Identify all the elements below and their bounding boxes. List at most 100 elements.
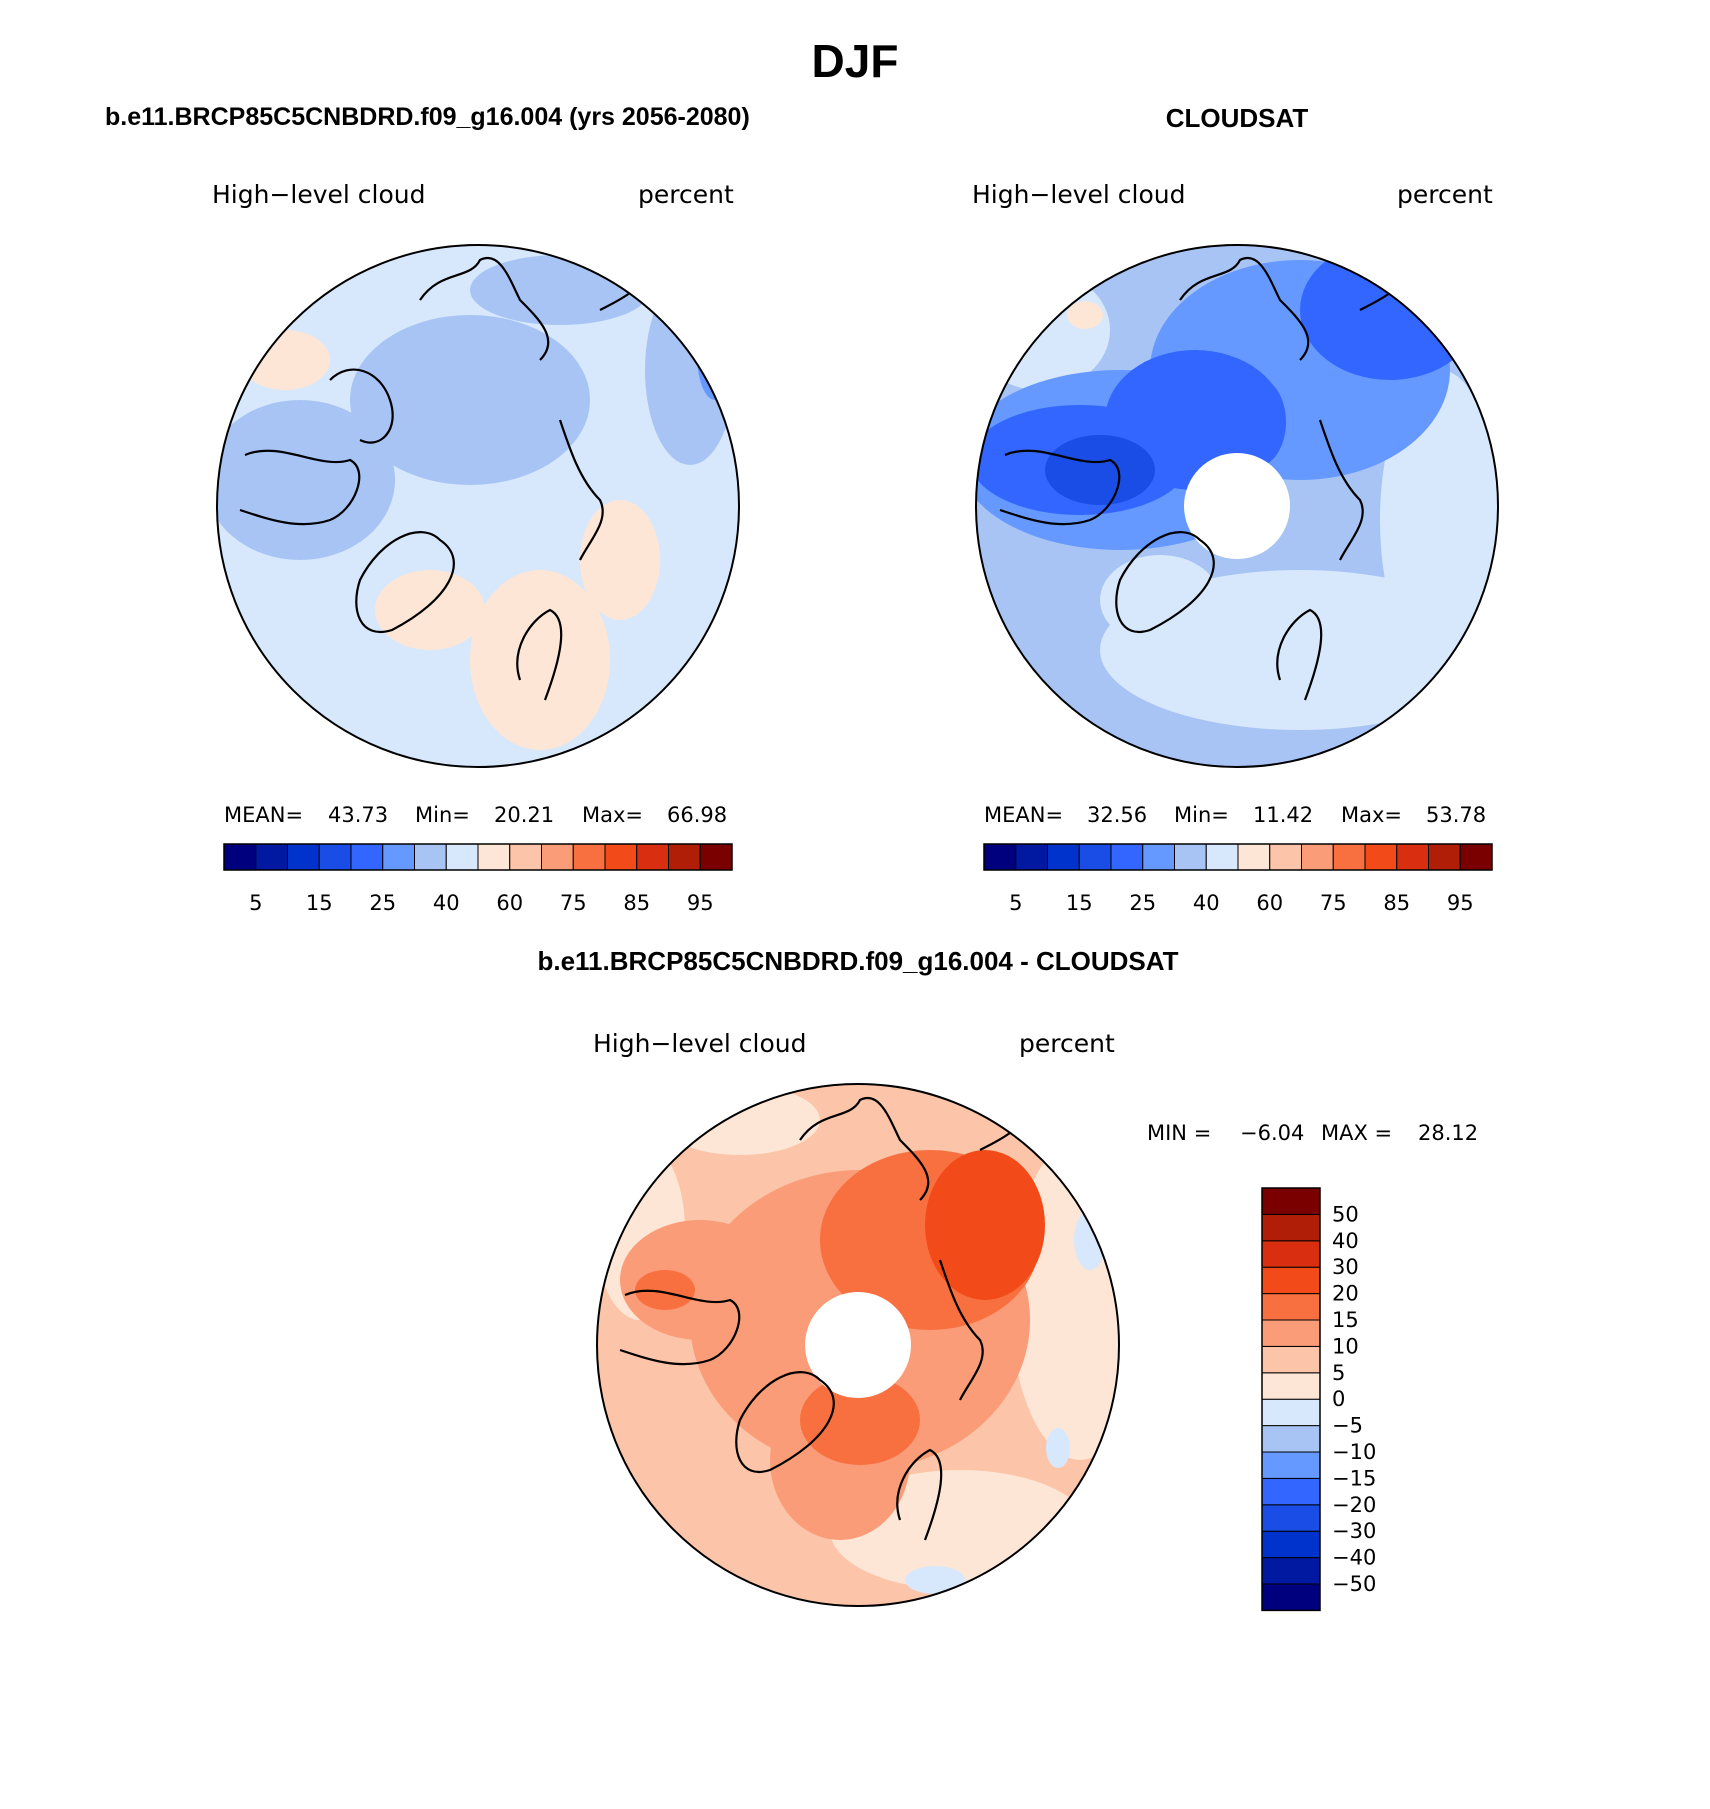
panel-diff-coastlines	[619, 1096, 1031, 1541]
panel-model-colorbar-tick-label: 95	[687, 891, 714, 915]
panel-obs-mean-value: 32.56	[1087, 803, 1147, 827]
panel-obs-colorbar-swatch	[1396, 843, 1429, 871]
panel-diff-colorbar-swatch	[1261, 1530, 1321, 1559]
panel-diff-region	[660, 1085, 820, 1155]
panel-obs-units-label: percent	[1397, 180, 1493, 209]
panel-obs-colorbar-swatch	[1269, 843, 1302, 871]
panel-model-colorbar-ticks: 5 15 25 40 60 75 85 95	[249, 891, 714, 915]
panel-model-max-label: Max=	[582, 803, 643, 827]
panel-diff-colorbar-tick-label: −10	[1332, 1440, 1376, 1464]
panel-model-colorbar-swatch	[541, 843, 574, 871]
panel-model-map-border	[216, 244, 740, 768]
panel-diff-colorbar-tick-label: 50	[1332, 1202, 1359, 1226]
panel-diff-colorbar-swatch	[1261, 1345, 1321, 1374]
panel-diff-colorbar-swatch	[1261, 1451, 1321, 1479]
panel-model-title: b.e11.BRCP85C5CNBDRD.f09_g16.004 (yrs 20…	[105, 103, 750, 131]
panel-diff-colorbar-swatch	[1261, 1425, 1321, 1453]
panel-diff-colorbar-tick-label: −5	[1332, 1414, 1363, 1438]
panel-obs-colorbar-swatch	[1459, 843, 1493, 871]
panel-diff-colorbar	[1261, 1187, 1321, 1612]
panel-model-colorbar	[223, 843, 733, 871]
panel-model-region	[375, 570, 485, 650]
panel-diff-colorbar-swatch	[1261, 1293, 1321, 1321]
panel-obs-region	[1226, 377, 1286, 467]
panel-obs-colorbar	[983, 843, 1493, 871]
panel-diff-colorbar-swatch	[1261, 1213, 1321, 1242]
panel-diff-region	[635, 1270, 695, 1310]
panel-diff-region	[1046, 1428, 1070, 1468]
panel-obs-region	[1045, 435, 1155, 505]
panel-diff-colorbar-tick-label: −15	[1332, 1466, 1376, 1490]
panel-obs-colorbar-tick-label: 15	[1066, 891, 1093, 915]
panel-obs: CLOUDSAT High−level cloud percent	[972, 103, 1499, 915]
panel-obs-colorbar-tick-label: 75	[1320, 891, 1347, 915]
panel-diff-colorbar-tick-label: 5	[1332, 1361, 1345, 1385]
panel-diff-region	[925, 1150, 1045, 1300]
panel-obs-colorbar-tick-label: 40	[1193, 891, 1220, 915]
panel-obs-colorbar-swatch	[1364, 843, 1398, 871]
panel-diff-colorbar-tick-label: 40	[1332, 1229, 1359, 1253]
panel-diff-map-border	[596, 1083, 1120, 1607]
panel-obs-colorbar-swatch	[1142, 843, 1175, 871]
panel-obs-colorbar-tick-label: 85	[1383, 891, 1410, 915]
panel-diff-max-label: MAX =	[1321, 1121, 1392, 1145]
panel-diff-colorbar-swatch	[1261, 1240, 1321, 1268]
panel-diff-colorbar-tick-label: 10	[1332, 1334, 1359, 1358]
panel-model-region	[645, 275, 735, 465]
panel-obs-region	[1067, 301, 1103, 329]
panel-model-colorbar-swatch	[699, 843, 733, 871]
panel-obs-map-border	[975, 244, 1499, 768]
panel-obs-colorbar-tick-label: 25	[1129, 891, 1156, 915]
panel-model-colorbar-swatch	[445, 843, 479, 871]
panel-model-units-label: percent	[638, 180, 734, 209]
panel-diff-region	[601, 1152, 629, 1188]
panel-diff-title: b.e11.BRCP85C5CNBDRD.f09_g16.004 - CLOUD…	[537, 946, 1178, 976]
panel-model-region	[350, 315, 590, 485]
panel-diff-colorbar-tick-label: 0	[1332, 1387, 1345, 1411]
panel-model-colorbar-tick-label: 85	[623, 891, 650, 915]
panel-model-region	[240, 330, 330, 390]
panel-model-colorbar-swatch	[477, 843, 511, 871]
panel-model-min-label: Min=	[415, 803, 470, 827]
panel-diff-colorbar-swatch	[1261, 1319, 1321, 1347]
panel-model-colorbar-swatch	[414, 843, 447, 871]
panel-model-region	[217, 400, 395, 560]
panel-obs-colorbar-swatch	[1301, 843, 1334, 871]
panel-diff-colorbar-swatch	[1261, 1477, 1321, 1506]
panel-diff-colorbar-tick-label: −30	[1332, 1519, 1376, 1543]
panel-diff-colorbar-swatch	[1261, 1583, 1321, 1611]
panel-model-colorbar-swatch	[382, 843, 415, 871]
panel-model-mean-value: 43.73	[328, 803, 388, 827]
panel-model-coastlines	[239, 256, 651, 701]
panel-obs-colorbar-tick-label: 60	[1256, 891, 1283, 915]
panel-model-map	[217, 245, 739, 767]
panel-model-colorbar-tick-label: 60	[496, 891, 523, 915]
panel-diff-colorbar-tick-label: 20	[1332, 1282, 1359, 1306]
panel-model-colorbar-swatch	[287, 843, 320, 871]
panel-obs-colorbar-swatch	[1237, 843, 1271, 871]
panel-model-colorbar-swatch	[255, 843, 288, 871]
panel-diff-region	[1074, 1210, 1106, 1270]
panel-diff-colorbar-swatch	[1261, 1266, 1321, 1295]
panel-obs-colorbar-frame	[983, 843, 1493, 871]
panel-model-region	[580, 500, 660, 620]
panel-diff-units-label: percent	[1019, 1029, 1115, 1058]
panel-model-colorbar-tick-label: 75	[560, 891, 587, 915]
panel-obs-region	[1100, 555, 1220, 645]
panel-obs-region	[1380, 370, 1498, 670]
panel-obs-min-label: Min=	[1174, 803, 1229, 827]
panel-obs-max-value: 53.78	[1426, 803, 1486, 827]
panel-diff-colorbar-swatch	[1261, 1187, 1321, 1215]
panel-obs-colorbar-tick-label: 95	[1447, 891, 1474, 915]
panel-model-colorbar-swatch	[636, 843, 669, 871]
panel-model-colorbar-swatch	[604, 843, 638, 871]
panel-diff-max-value: 28.12	[1418, 1121, 1478, 1145]
panel-diff-region	[905, 1566, 965, 1594]
panel-diff-colorbar-tick-label: −20	[1332, 1493, 1376, 1517]
panel-diff-colorbar-swatch	[1261, 1398, 1321, 1427]
panel-model-region	[470, 570, 610, 750]
panel-diff-field-label: High−level cloud	[593, 1029, 807, 1058]
panel-obs-mean-label: MEAN=	[984, 803, 1063, 827]
